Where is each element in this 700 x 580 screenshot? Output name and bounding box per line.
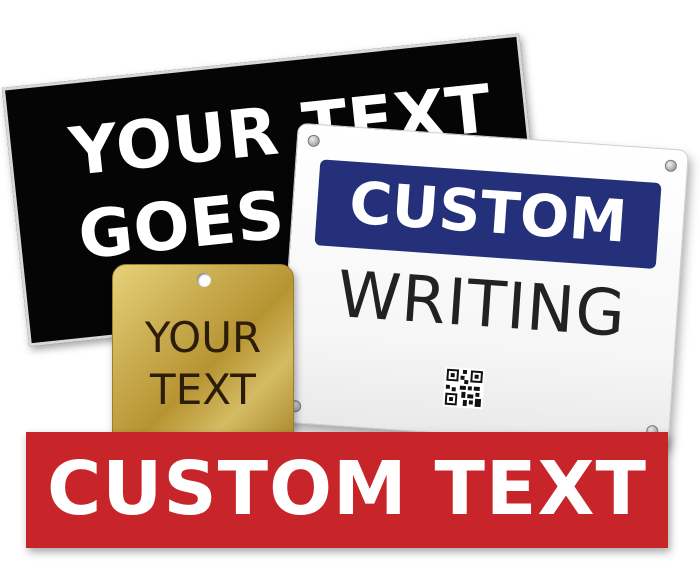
brass-tag-line-2: TEXT bbox=[150, 365, 256, 414]
white-sign-writing: WRITING bbox=[334, 257, 629, 352]
red-banner: CUSTOM TEXT bbox=[26, 432, 668, 548]
blue-band-text: CUSTOM bbox=[347, 168, 630, 256]
black-sign-line-2: GOES bbox=[74, 176, 289, 275]
qr-code-icon bbox=[442, 366, 486, 410]
tag-hole bbox=[197, 273, 211, 287]
white-sign: CUSTOM WRITING bbox=[277, 122, 689, 450]
brass-tag-line-1: YOUR bbox=[144, 313, 262, 362]
blue-band: CUSTOM bbox=[314, 159, 662, 269]
rivet-icon bbox=[307, 134, 321, 148]
red-banner-text: CUSTOM TEXT bbox=[46, 446, 648, 532]
brass-tag: YOUR TEXT bbox=[112, 264, 294, 446]
rivet-icon bbox=[664, 159, 678, 173]
